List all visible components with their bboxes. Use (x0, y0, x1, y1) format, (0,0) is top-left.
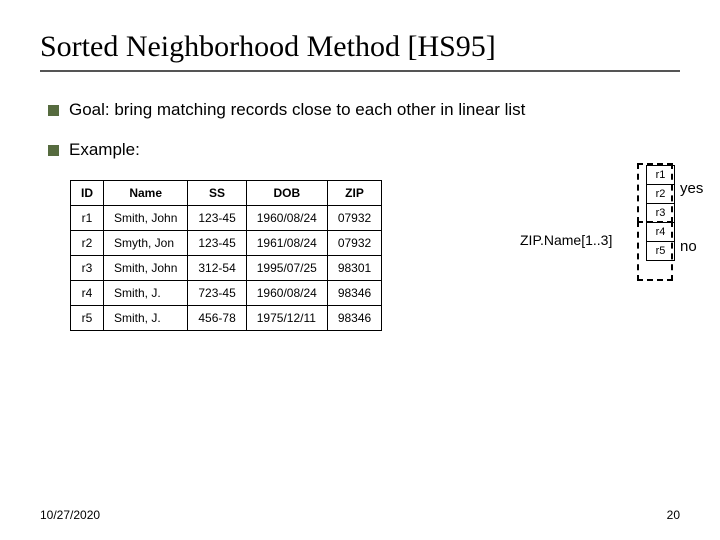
bullet-goal-text: Goal: bring matching records close to ea… (69, 100, 525, 120)
table-cell: 123-45 (188, 206, 246, 231)
table-cell: 98301 (327, 256, 381, 281)
bullet-example-text: Example: (69, 140, 140, 160)
table-header-row: ID Name SS DOB ZIP (71, 181, 382, 206)
col-name: Name (104, 181, 188, 206)
table-cell: 1995/07/25 (246, 256, 327, 281)
yes-label: yes (680, 180, 703, 197)
table-cell: Smith, John (104, 206, 188, 231)
mini-table: r1r2r3r4r5 (646, 165, 675, 261)
table-cell: Smyth, Jon (104, 231, 188, 256)
bullet-square-icon (48, 145, 59, 156)
records-table: ID Name SS DOB ZIP r1Smith, John123-4519… (70, 180, 382, 331)
table-cell: 98346 (327, 281, 381, 306)
table-cell: 07932 (327, 206, 381, 231)
table-cell: 1960/08/24 (246, 206, 327, 231)
mini-list-block: r1r2r3r4r5 (646, 165, 675, 261)
mini-cell: r2 (647, 185, 675, 204)
mini-cell: r5 (647, 242, 675, 261)
table-cell: 07932 (327, 231, 381, 256)
table-row: r4Smith, J.723-451960/08/2498346 (71, 281, 382, 306)
title-underline (40, 70, 680, 72)
col-zip: ZIP (327, 181, 381, 206)
table-row: r3Smith, John312-541995/07/2598301 (71, 256, 382, 281)
mini-cell: r1 (647, 166, 675, 185)
table-cell: 98346 (327, 306, 381, 331)
table-cell: 1961/08/24 (246, 231, 327, 256)
table-cell: 723-45 (188, 281, 246, 306)
col-dob: DOB (246, 181, 327, 206)
bullet-goal: Goal: bring matching records close to ea… (48, 100, 680, 120)
table-cell: 312-54 (188, 256, 246, 281)
table-cell: 456-78 (188, 306, 246, 331)
table-cell: Smith, J. (104, 306, 188, 331)
table-cell: Smith, John (104, 256, 188, 281)
mini-cell: r4 (647, 223, 675, 242)
table-row: r1Smith, John123-451960/08/2407932 (71, 206, 382, 231)
slide-title: Sorted Neighborhood Method [HS95] (40, 30, 680, 64)
table-row: r5Smith, J.456-781975/12/1198346 (71, 306, 382, 331)
mini-row: r2 (647, 185, 675, 204)
mini-row: r5 (647, 242, 675, 261)
table-row: r2Smyth, Jon123-451961/08/2407932 (71, 231, 382, 256)
table-cell: r1 (71, 206, 104, 231)
table-cell: r5 (71, 306, 104, 331)
bullet-example: Example: (48, 140, 680, 160)
footer-page: 20 (667, 508, 680, 522)
footer-date: 10/27/2020 (40, 508, 100, 522)
no-label: no (680, 238, 697, 255)
col-ss: SS (188, 181, 246, 206)
table-cell: Smith, J. (104, 281, 188, 306)
mini-row: r3 (647, 204, 675, 223)
mini-row: r4 (647, 223, 675, 242)
col-id: ID (71, 181, 104, 206)
table-cell: r2 (71, 231, 104, 256)
sort-key-label: ZIP.Name[1..3] (520, 232, 612, 248)
table-cell: 123-45 (188, 231, 246, 256)
table-cell: 1975/12/11 (246, 306, 327, 331)
bullet-square-icon (48, 105, 59, 116)
mini-cell: r3 (647, 204, 675, 223)
table-cell: 1960/08/24 (246, 281, 327, 306)
table-cell: r3 (71, 256, 104, 281)
table-cell: r4 (71, 281, 104, 306)
mini-row: r1 (647, 166, 675, 185)
